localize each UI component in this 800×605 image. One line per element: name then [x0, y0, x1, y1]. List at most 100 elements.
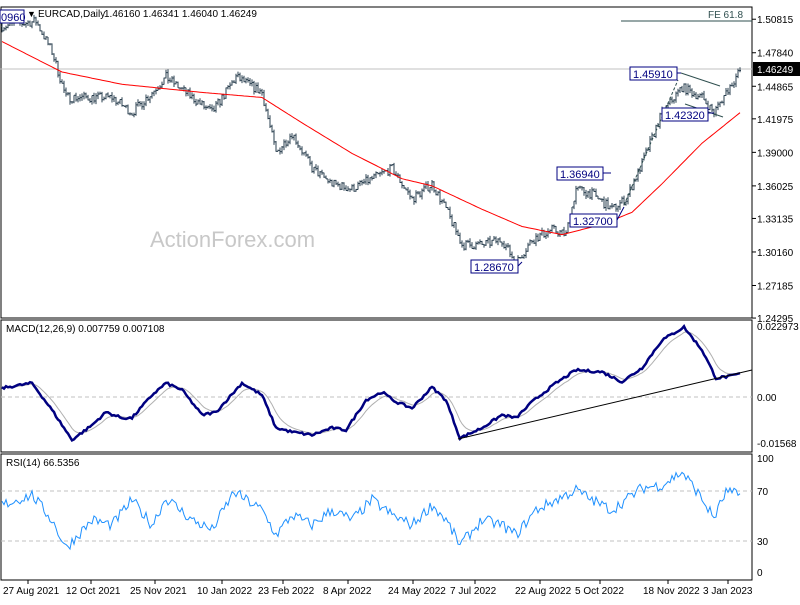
price-bar [259, 88, 261, 94]
price-bar [503, 240, 505, 249]
macd-panel-frame [0, 319, 753, 453]
date-tick-label: 7 Jul 2022 [450, 586, 497, 597]
collapse-arrow-icon[interactable]: ▼ [27, 9, 36, 19]
price-bar [421, 188, 423, 200]
price-bar [535, 233, 537, 247]
price-bar [347, 186, 349, 192]
price-bar [471, 242, 473, 249]
price-bar [139, 100, 141, 107]
price-bar [729, 84, 731, 96]
price-tick-label: 1.36025 [757, 182, 794, 193]
price-bar [687, 83, 689, 96]
price-bar [333, 179, 335, 188]
price-bar [161, 81, 163, 89]
price-bar [553, 224, 555, 229]
price-bar [85, 92, 87, 99]
price-bar [381, 168, 383, 176]
price-axis: 1.50815 1.47840 1.44865 1.41975 1.39000 1.360… [752, 15, 794, 325]
price-bar [417, 191, 419, 195]
price-bar [73, 94, 75, 104]
price-bar [137, 99, 139, 107]
price-bar [641, 158, 643, 172]
price-bar [493, 236, 495, 241]
price-bar [369, 177, 371, 185]
price-bar [207, 105, 209, 109]
price-bar [41, 30, 43, 35]
price-bar [309, 156, 311, 166]
price-bar [311, 160, 313, 173]
price-bar [731, 82, 733, 87]
price-bar [545, 232, 547, 239]
triangle-upper-line [680, 72, 721, 87]
price-bar [97, 91, 99, 100]
macd-signal-line [1, 331, 741, 435]
price-bar [233, 80, 235, 84]
price-bar [717, 101, 719, 111]
price-bar [65, 87, 67, 97]
price-bar [737, 68, 739, 79]
price-bar [337, 181, 339, 187]
price-bar [597, 195, 599, 200]
price-bar [29, 20, 31, 27]
price-bar [439, 189, 441, 205]
price-bar [673, 99, 675, 104]
price-bar [739, 67, 741, 73]
macd-line [1, 324, 741, 443]
price-bar [323, 172, 325, 178]
date-tick-label: 27 Aug 2021 [3, 586, 60, 597]
rsi-line [1, 471, 741, 551]
price-bar [129, 112, 131, 116]
price-bar [353, 183, 355, 192]
price-bar [319, 170, 321, 179]
price-bar [3, 27, 5, 32]
price-bar [533, 239, 535, 244]
price-bar [379, 171, 381, 177]
price-bar [191, 92, 193, 100]
price-bar [413, 196, 415, 205]
price-bar [351, 184, 353, 191]
price-bar [159, 85, 161, 90]
macd-tick: 0.022973 [757, 322, 799, 333]
price-bar [349, 188, 351, 192]
price-bar [51, 43, 53, 55]
price-bar [269, 115, 271, 129]
price-bar [689, 84, 691, 94]
price-bar [181, 87, 183, 90]
price-bar [625, 200, 627, 206]
price-bar [147, 95, 149, 101]
price-bar [71, 101, 73, 104]
price-bar [247, 77, 249, 83]
price-bar [329, 178, 331, 184]
price-bar [141, 101, 143, 110]
price-bar [605, 198, 607, 211]
date-tick-label: 25 Nov 2021 [130, 586, 187, 597]
price-panel: ActionForex.com FE 61.8 0960 1.45910 1.4… [0, 6, 800, 325]
price-bar [119, 99, 121, 105]
price-bar [601, 198, 603, 203]
price-bar [473, 246, 475, 250]
price-bar [7, 23, 9, 29]
price-bar [287, 140, 289, 147]
label-1-45910: 1.45910 [629, 66, 681, 81]
price-bar [27, 20, 29, 27]
price-bar [25, 22, 27, 28]
date-tick-label: 18 Nov 2022 [643, 586, 700, 597]
price-bar [617, 205, 619, 212]
price-bar [359, 180, 361, 187]
price-bar [199, 98, 201, 105]
price-bar [389, 164, 391, 177]
price-bar [55, 57, 57, 64]
price-bar [525, 248, 527, 259]
price-bar [101, 91, 103, 103]
price-bar [579, 185, 581, 189]
price-bar [113, 95, 115, 103]
price-bar [217, 98, 219, 106]
price-bar [709, 104, 711, 111]
label-1-50960: 0960 [0, 9, 25, 24]
price-tick-label: 1.24295 [757, 314, 794, 325]
price-bar [361, 179, 363, 186]
price-bar [249, 78, 251, 86]
price-bar [109, 94, 111, 99]
date-tick-label: 22 Aug 2022 [515, 586, 572, 597]
price-bar [201, 100, 203, 106]
